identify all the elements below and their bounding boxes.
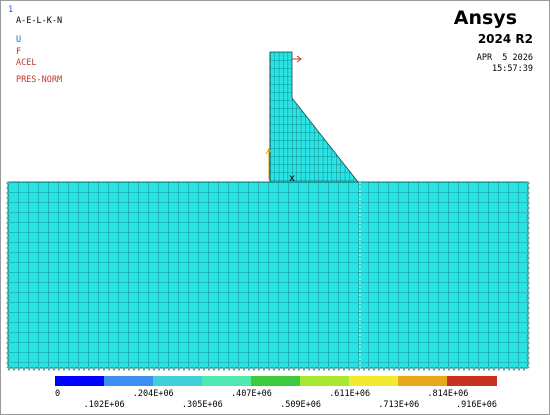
plot-label: F	[16, 47, 21, 57]
legend-swatch	[251, 376, 300, 386]
legend-swatch	[202, 376, 251, 386]
plot-label: ACEL	[16, 58, 36, 68]
legend-label: .713E+06	[378, 400, 419, 410]
origin-marker: x	[289, 173, 295, 184]
force-arrow	[292, 55, 302, 63]
legend-label: .611E+06	[329, 389, 370, 399]
acceleration-arrow	[265, 148, 273, 180]
legend-label: .916E+06	[456, 400, 497, 410]
legend-label: 0	[55, 389, 60, 399]
legend-swatch	[300, 376, 349, 386]
legend-label: .305E+06	[182, 400, 223, 410]
foundation-mesh	[7, 181, 529, 369]
contour-legend	[55, 376, 497, 386]
legend-label: .509E+06	[280, 400, 321, 410]
legend-label: .814E+06	[427, 389, 468, 399]
legend-swatch	[153, 376, 202, 386]
legend-swatch	[104, 376, 153, 386]
legend-label: .407E+06	[231, 389, 272, 399]
brand-version: 2024 R2	[478, 32, 533, 46]
legend-swatch	[349, 376, 398, 386]
window-number: 1	[8, 5, 13, 15]
legend-swatch	[447, 376, 497, 386]
time: 15:57:39	[492, 64, 533, 74]
plot-label: U	[16, 35, 21, 45]
legend-swatch	[398, 376, 447, 386]
legend-label: .102E+06	[84, 400, 125, 410]
date: APR 5 2026	[477, 53, 533, 63]
legend-label: .204E+06	[133, 389, 174, 399]
brand-name: Ansys	[454, 7, 517, 29]
plot-label: A-E-L-K-N	[16, 16, 62, 26]
legend-swatch	[55, 376, 104, 386]
plot-label: PRES-NORM	[16, 75, 62, 85]
